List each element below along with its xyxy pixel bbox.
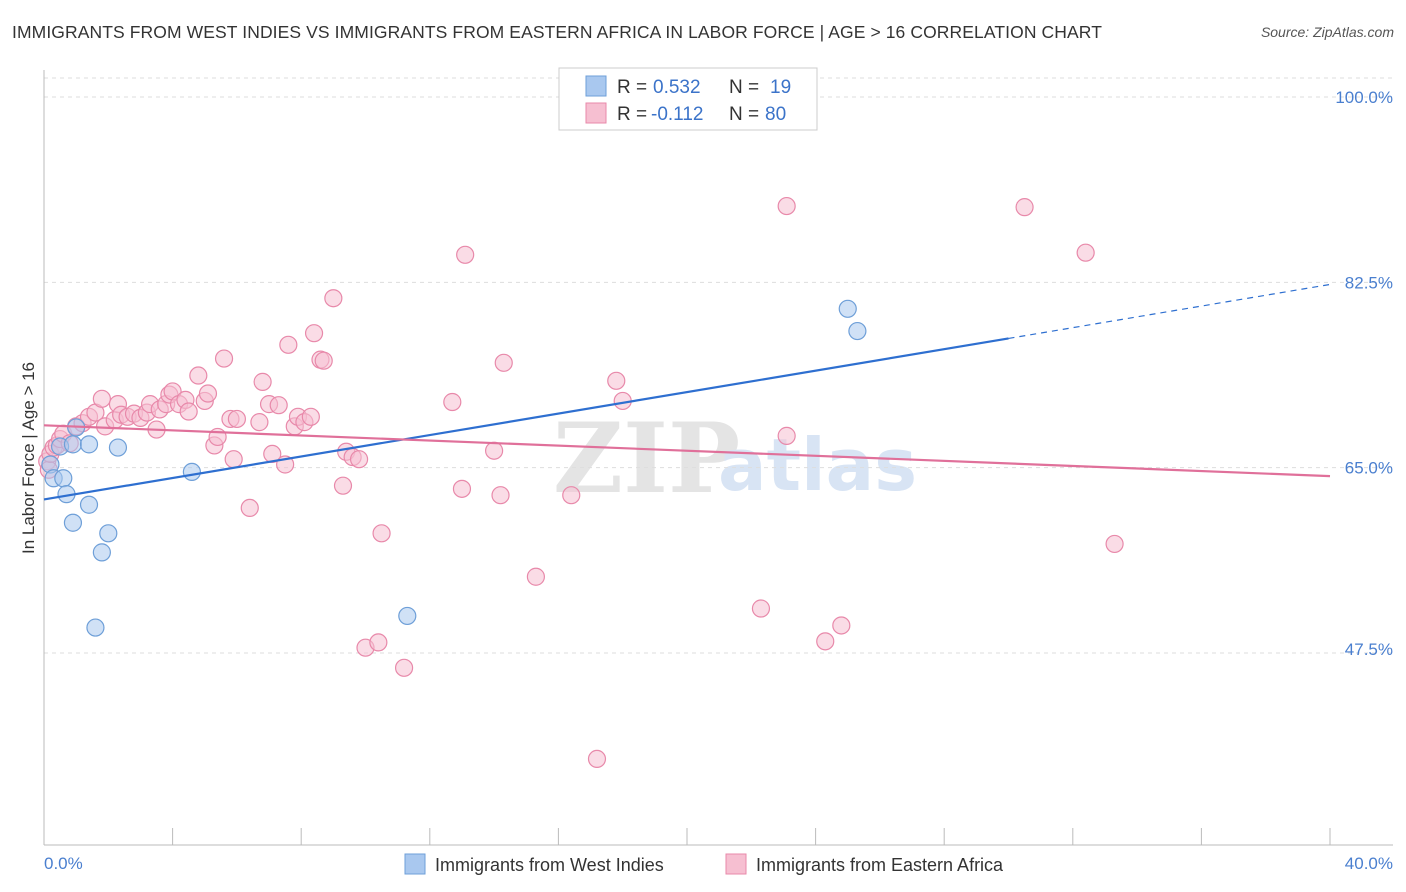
eastern-africa-point-76 bbox=[777, 426, 796, 445]
source-label: Source: ZipAtlas.com bbox=[1260, 24, 1394, 40]
west-indies-trend-line bbox=[43, 337, 1009, 501]
eastern-africa-point-64 bbox=[452, 479, 472, 498]
eastern-africa-point-37 bbox=[224, 450, 243, 469]
west-indies-point-11 bbox=[92, 543, 111, 562]
eastern-africa-point-80 bbox=[1076, 243, 1095, 262]
eastern-africa-point-68 bbox=[494, 353, 513, 372]
west-indies-point-8 bbox=[79, 435, 99, 454]
eastern-africa-point-50 bbox=[301, 407, 320, 426]
bottom-legend-swatch-pink bbox=[725, 853, 747, 875]
y-tick-label-0: 47.5% bbox=[1345, 640, 1393, 659]
eastern-africa-point-65 bbox=[456, 245, 475, 264]
eastern-africa-point-35 bbox=[214, 349, 234, 368]
eastern-africa-point-74 bbox=[751, 599, 771, 618]
eastern-africa-point-71 bbox=[587, 749, 607, 769]
west-indies-point-5 bbox=[63, 513, 83, 532]
y-tick-label-3: 100.0% bbox=[1335, 88, 1393, 107]
trend-lines bbox=[43, 283, 1331, 501]
eastern-africa-point-39 bbox=[240, 498, 259, 518]
eastern-africa-point-32 bbox=[198, 384, 218, 403]
west-indies-point-12 bbox=[99, 524, 118, 543]
y-axis-label: In Labor Force | Age > 16 bbox=[19, 362, 38, 554]
eastern-africa-point-72 bbox=[607, 371, 626, 390]
eastern-africa-point-81 bbox=[1105, 534, 1124, 554]
eastern-africa-point-63 bbox=[443, 392, 462, 412]
eastern-africa-point-58 bbox=[349, 450, 369, 469]
eastern-africa-point-54 bbox=[324, 289, 343, 308]
eastern-africa-point-78 bbox=[832, 616, 851, 635]
eastern-africa-point-29 bbox=[179, 402, 198, 421]
west-indies-point-14 bbox=[182, 462, 201, 482]
x-tick-label-0: 0.0% bbox=[44, 854, 83, 873]
eastern-africa-point-30 bbox=[189, 366, 208, 385]
west-indies-point-15 bbox=[398, 606, 417, 626]
legend-n-value-1: 19 bbox=[770, 77, 791, 98]
eastern-africa-point-12 bbox=[92, 389, 111, 408]
legend-r-value-1: 0.532 bbox=[653, 77, 701, 98]
eastern-africa-point-70 bbox=[562, 486, 581, 505]
eastern-africa-point-46 bbox=[279, 335, 298, 354]
west-indies-point-16 bbox=[838, 299, 857, 318]
eastern-africa-point-38 bbox=[227, 409, 246, 429]
bottom-legend-swatch-blue bbox=[404, 853, 426, 875]
west-indies-point-13 bbox=[108, 438, 128, 457]
eastern-africa-trend-line bbox=[43, 424, 1331, 478]
eastern-africa-point-60 bbox=[369, 633, 388, 652]
eastern-africa-point-53 bbox=[314, 351, 333, 370]
bottom-legend-label-pink: Immigrants from Eastern Africa bbox=[756, 855, 1004, 875]
eastern-africa-point-79 bbox=[1015, 198, 1034, 217]
eastern-africa-point-44 bbox=[269, 396, 288, 415]
legend-r-value-2: -0.112 bbox=[651, 104, 703, 125]
legend-n-label-1: N = bbox=[729, 77, 759, 98]
chart-title: IMMIGRANTS FROM WEST INDIES VS IMMIGRANT… bbox=[12, 22, 1102, 42]
correlation-legend: R = 0.532 N = 19 R = -0.112 N = 80 bbox=[558, 67, 818, 131]
eastern-africa-point-40 bbox=[250, 413, 269, 432]
west-indies-point-3 bbox=[54, 469, 73, 488]
eastern-africa-point-69 bbox=[526, 567, 545, 586]
x-tick-labels: 0.0% 40.0% bbox=[43, 828, 1393, 873]
series-legend: Immigrants from West Indies Immigrants f… bbox=[404, 853, 1004, 875]
legend-r-label-1: R = bbox=[617, 77, 647, 98]
bottom-legend-label-blue: Immigrants from West Indies bbox=[435, 855, 664, 875]
legend-n-value-2: 80 bbox=[765, 104, 786, 125]
west-indies-point-17 bbox=[848, 321, 867, 341]
legend-swatch-pink bbox=[585, 102, 607, 124]
west-indies-point-6 bbox=[63, 435, 83, 454]
gridlines bbox=[44, 77, 1393, 654]
legend-r-label-2: R = bbox=[617, 104, 647, 125]
legend-swatch-blue bbox=[585, 75, 607, 97]
eastern-africa-point-51 bbox=[304, 324, 324, 343]
eastern-africa-point-77 bbox=[816, 632, 835, 651]
eastern-africa-point-75 bbox=[777, 196, 796, 216]
legend-n-label-2: N = bbox=[729, 104, 759, 125]
west-indies-point-9 bbox=[79, 495, 99, 514]
eastern-africa-point-41 bbox=[253, 372, 272, 391]
watermark-atlas: atlas bbox=[718, 423, 917, 507]
eastern-africa-point-55 bbox=[333, 476, 353, 495]
eastern-africa-point-61 bbox=[372, 524, 391, 543]
y-tick-labels: 47.5% 65.0% 82.5% 100.0% bbox=[1335, 88, 1393, 659]
x-tick-label-1: 40.0% bbox=[1345, 854, 1393, 873]
y-tick-label-2: 82.5% bbox=[1345, 273, 1393, 292]
y-tick-label-1: 65.0% bbox=[1345, 459, 1393, 478]
eastern-africa-point-67 bbox=[491, 486, 510, 505]
eastern-africa-point-62 bbox=[394, 658, 414, 677]
west-indies-point-10 bbox=[86, 618, 105, 637]
watermark-zip: ZIP bbox=[553, 402, 740, 515]
eastern-africa-point-66 bbox=[485, 441, 504, 460]
west-indies-trend-extension bbox=[1008, 283, 1331, 340]
